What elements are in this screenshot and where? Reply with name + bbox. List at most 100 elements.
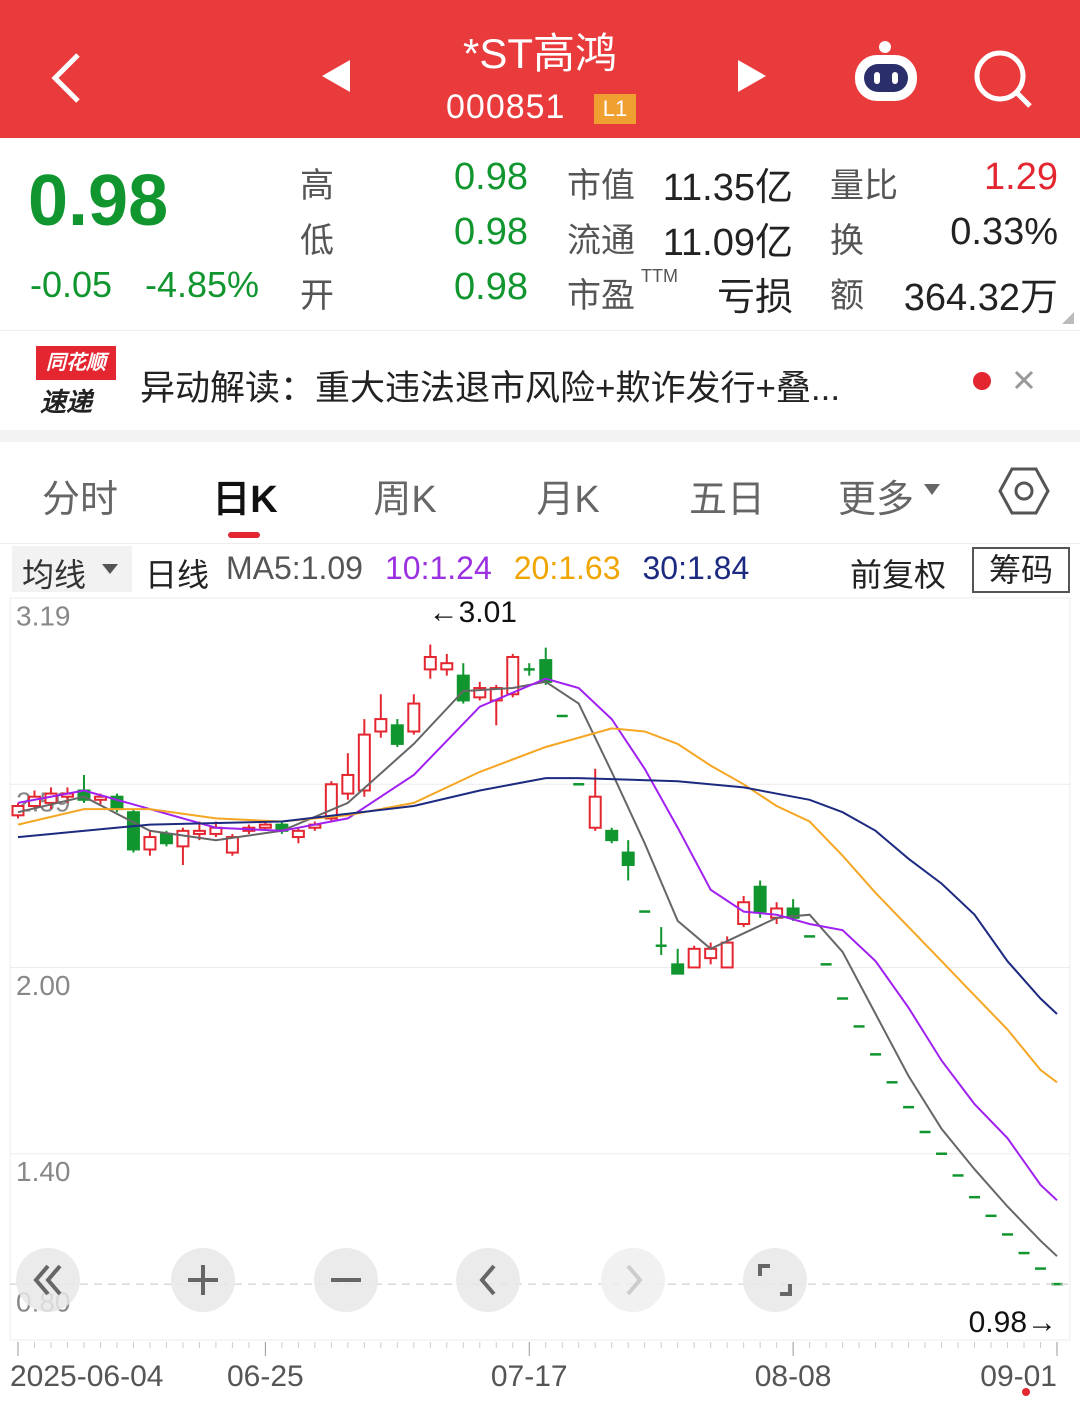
zoom-btn[interactable] xyxy=(601,1248,665,1312)
candle-body xyxy=(159,832,173,845)
candle-body xyxy=(176,829,190,848)
kline-chart: 3.192.592.001.400.802025-06-0406-2507-17… xyxy=(9,596,1071,1396)
stat-value: 0.98 xyxy=(454,266,528,308)
candle-body xyxy=(374,718,388,733)
x-tick-label: 08-08 xyxy=(755,1360,832,1393)
zoom-btn[interactable] xyxy=(456,1248,520,1312)
ma-line xyxy=(17,680,1058,1257)
caret xyxy=(102,564,118,574)
x-tick-label: 09-01 xyxy=(980,1360,1057,1393)
tab[interactable]: 五日 xyxy=(688,479,765,521)
candle-body xyxy=(192,829,206,835)
candle-body xyxy=(440,662,454,671)
tab[interactable]: 分时 xyxy=(41,479,118,521)
legend: MA5:1.09 10:1.24 20:1.63 30:1.84 xyxy=(226,550,771,587)
period: 日线 xyxy=(145,557,210,593)
tab[interactable]: 更多 xyxy=(837,479,914,521)
ma-line xyxy=(17,677,1058,1202)
candle-body xyxy=(753,885,767,913)
candle-body xyxy=(473,687,487,699)
candle-body xyxy=(704,947,718,960)
caret xyxy=(924,484,940,495)
candle-body xyxy=(390,724,404,745)
candle-body xyxy=(324,783,338,820)
header-icons xyxy=(51,41,1032,108)
zoom-btn[interactable] xyxy=(171,1248,235,1312)
assistant[interactable] xyxy=(855,41,917,101)
zoom-btn[interactable] xyxy=(314,1248,378,1312)
next[interactable] xyxy=(738,60,766,92)
plot-frame xyxy=(9,597,1071,1341)
stat-value: 364.32万 xyxy=(903,277,1058,319)
stat-label: 市值 xyxy=(567,167,635,205)
stat-label: 低 xyxy=(300,222,334,260)
stat-label: 额 xyxy=(830,277,864,315)
candle-body xyxy=(687,947,701,969)
stat-value: 11.35亿 xyxy=(662,167,793,209)
stock-name: *ST高鸿 xyxy=(462,30,617,77)
ma-line xyxy=(17,777,1058,1015)
stat-value: 1.29 xyxy=(984,156,1058,198)
candle-body xyxy=(93,795,107,801)
tab[interactable]: 月K xyxy=(536,479,600,521)
news-logo-sub: 速递 xyxy=(40,387,93,417)
ma-select-label: 均线 xyxy=(22,557,87,593)
price: 0.98 xyxy=(28,161,169,241)
zoom-btn[interactable] xyxy=(16,1248,80,1312)
divider xyxy=(0,330,1080,331)
separator xyxy=(0,430,1080,442)
legend-item: 20:1.63 xyxy=(513,550,621,586)
level-badge: L1 xyxy=(594,94,636,124)
annotation: ←3.01 xyxy=(429,596,517,629)
legend-item: MA5:1.09 xyxy=(226,550,363,586)
legend-item: 30:1.84 xyxy=(642,550,750,586)
tab[interactable]: 日K xyxy=(212,479,278,521)
news-text[interactable]: 异动解读：重大违法退市风险+欺诈发行+叠... xyxy=(140,369,841,408)
change-pct: -4.85% xyxy=(145,264,260,305)
page-dot xyxy=(1022,1388,1030,1396)
stat-value: 0.33% xyxy=(950,211,1058,253)
y-tick-label: 3.19 xyxy=(16,600,71,631)
x-tick-label: 07-17 xyxy=(491,1360,568,1393)
tab[interactable]: 周K xyxy=(373,479,437,521)
candle-body xyxy=(737,901,751,925)
stat-label: 开 xyxy=(300,277,334,315)
back[interactable] xyxy=(51,53,80,103)
ma-line xyxy=(17,727,1058,1084)
stat-value: 0.98 xyxy=(454,211,528,253)
chips[interactable]: 筹码 xyxy=(972,547,1070,593)
annotation: 0.98→ xyxy=(969,1306,1057,1339)
y-tick-label: 2.00 xyxy=(16,970,71,1001)
candle-body xyxy=(423,655,437,671)
tab-indicator xyxy=(228,532,260,538)
x-tick-label: 06-25 xyxy=(227,1360,304,1393)
close[interactable] xyxy=(1014,370,1034,390)
stat-label: 高 xyxy=(300,167,334,205)
candle-body xyxy=(671,963,685,975)
stat-label: 流通 xyxy=(567,222,635,260)
candle-body xyxy=(341,773,355,795)
candle-body xyxy=(588,795,602,829)
settings[interactable] xyxy=(998,465,1050,517)
candle-body xyxy=(506,655,520,696)
candle-body xyxy=(143,836,157,851)
stat-label: 换 xyxy=(830,222,864,260)
candle-body xyxy=(456,674,470,702)
adjust[interactable]: 前复权 xyxy=(850,557,947,593)
zoom-controls xyxy=(16,1248,807,1312)
prev[interactable] xyxy=(322,60,350,92)
stat-label: 市盈 xyxy=(567,277,635,315)
candle-body xyxy=(258,823,272,829)
change: -0.05 xyxy=(30,264,113,305)
search[interactable] xyxy=(974,50,1032,108)
stat-value: 亏损 xyxy=(716,277,793,319)
candle-body xyxy=(720,941,734,969)
stock-code: 000851 xyxy=(446,88,566,126)
zoom-btn[interactable] xyxy=(743,1248,807,1312)
y-tick-label: 1.40 xyxy=(16,1156,71,1187)
candle-body xyxy=(786,907,800,919)
x-tick-label: 2025-06-04 xyxy=(10,1360,163,1393)
candle-body xyxy=(605,829,619,842)
legend-item: 10:1.24 xyxy=(384,550,492,586)
